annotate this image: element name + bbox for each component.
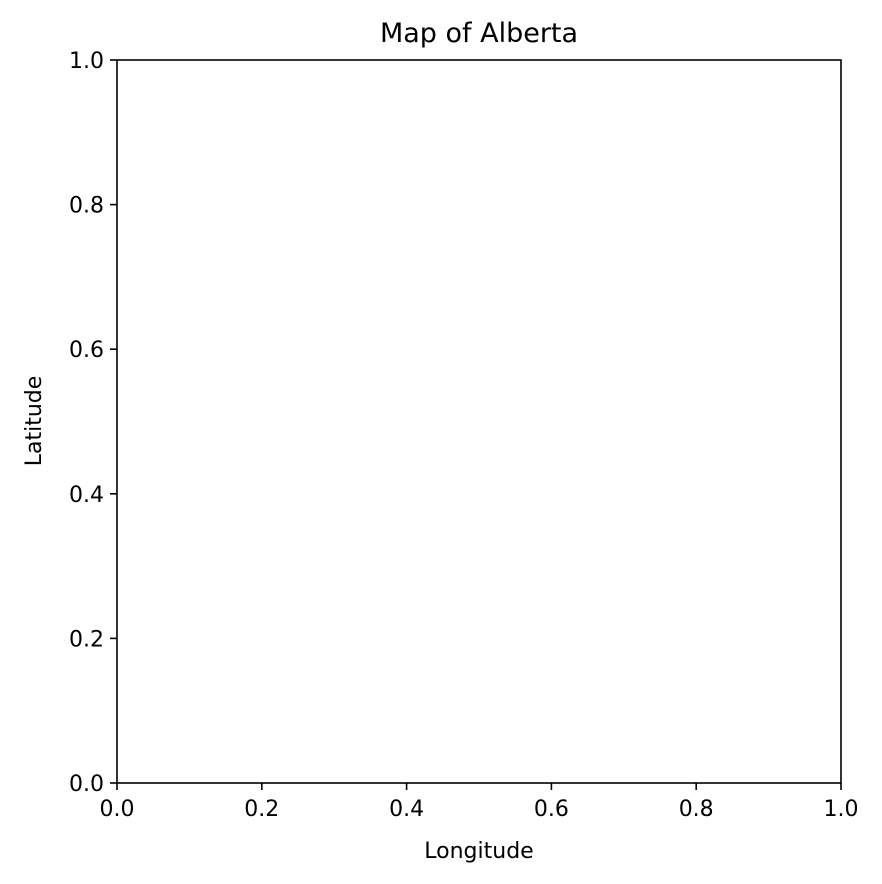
plot-area	[116, 59, 842, 784]
x-tick-label: 0.4	[389, 797, 424, 822]
y-tick-label: 0.6	[69, 338, 104, 363]
x-tick-label: 0.0	[100, 797, 135, 822]
y-tick-label: 0.4	[69, 483, 104, 508]
x-tick-label: 0.2	[244, 797, 279, 822]
y-tick-label: 0.2	[69, 627, 104, 652]
x-tick-label: 0.8	[679, 797, 714, 822]
x-tick-label: 1.0	[824, 797, 859, 822]
y-tick-label: 1.0	[69, 49, 104, 74]
y-axis-label: Latitude	[22, 376, 47, 467]
chart-title: Map of Alberta	[380, 18, 578, 49]
x-axis-ticks: 0.0 0.2 0.4 0.6 0.8 1.0	[100, 783, 859, 822]
y-axis-ticks: 0.0 0.2 0.4 0.6 0.8 1.0	[69, 49, 117, 797]
y-tick-label: 0.0	[69, 772, 104, 797]
x-tick-label: 0.6	[534, 797, 569, 822]
x-axis-label: Longitude	[424, 839, 533, 864]
y-tick-label: 0.8	[69, 194, 104, 219]
